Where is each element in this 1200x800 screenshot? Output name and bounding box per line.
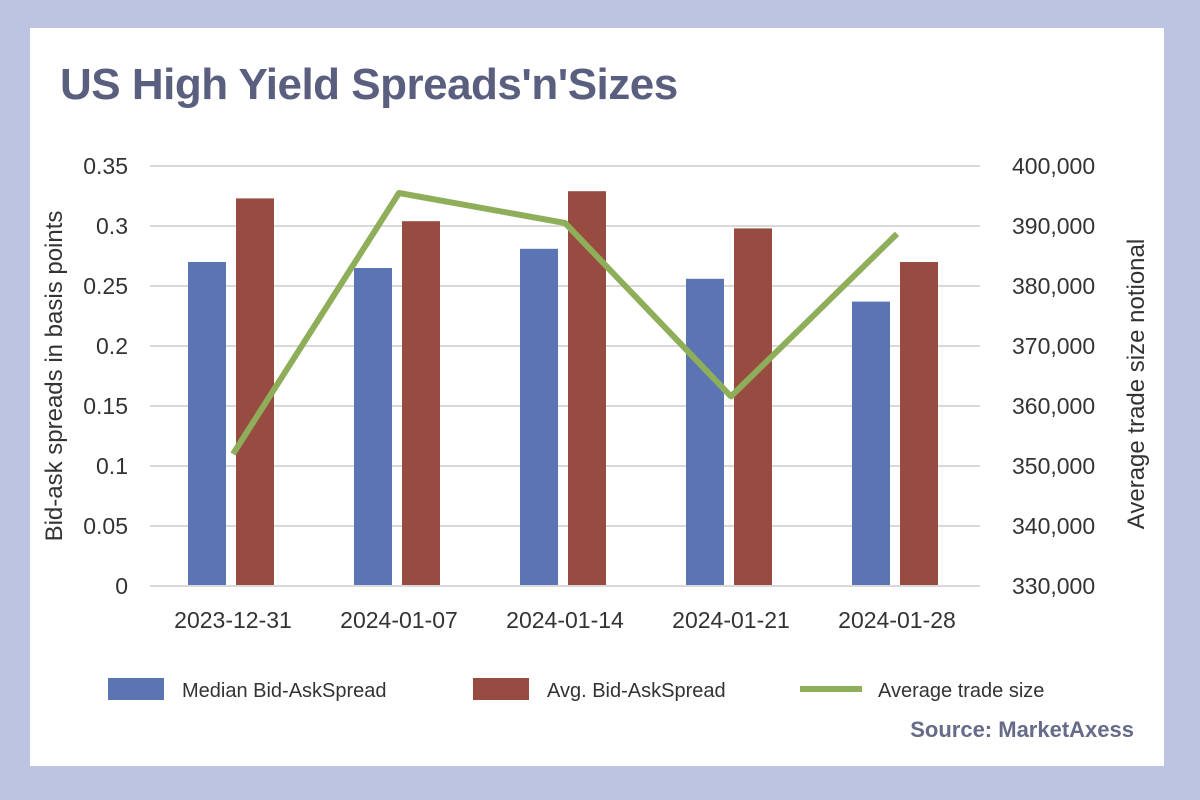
y-tick-label: 0.15	[83, 393, 128, 419]
legend-label-median: Median Bid-AskSpread	[182, 680, 387, 702]
avg-spread-bar	[402, 221, 440, 586]
y2-axis-title: Average trade size notional	[1123, 239, 1150, 529]
trade-size-polyline	[230, 190, 900, 456]
x-tick-label: 2024-01-07	[340, 607, 458, 633]
median-spread-bar	[354, 268, 392, 586]
avg-spread-bar	[900, 262, 938, 586]
legend-swatch-avg	[473, 678, 529, 700]
x-tick-label: 2024-01-14	[506, 607, 624, 633]
avg-spread-bar	[568, 191, 606, 586]
median-spread-bar	[520, 248, 558, 587]
y2-tick-label: 380,000	[1012, 273, 1095, 299]
legend-swatch-median	[108, 678, 164, 700]
x-tick-label: 2023-12-31	[174, 607, 292, 633]
source-note: Source: MarketAxess	[910, 717, 1134, 742]
median-spread-bar	[686, 278, 724, 586]
y-tick-label: 0.1	[96, 453, 128, 479]
y-tick-label: 0	[115, 573, 128, 599]
y2-tick-label: 330,000	[1012, 573, 1095, 599]
y-tick-label: 0.05	[83, 513, 128, 539]
y2-tick-label: 350,000	[1012, 453, 1095, 479]
y2-tick-label: 340,000	[1012, 513, 1095, 539]
trade-size-line	[230, 190, 900, 456]
legend-label-avg: Avg. Bid-AskSpread	[547, 680, 726, 702]
bars	[188, 191, 938, 587]
chart-title: US High Yield Spreads'n'Sizes	[60, 60, 678, 109]
x-tick-label: 2024-01-28	[838, 607, 956, 633]
y-tick-label: 0.3	[96, 213, 128, 239]
legend-label-trade-size: Average trade size	[878, 680, 1044, 702]
avg-spread-bar	[734, 228, 772, 586]
y2-tick-label: 360,000	[1012, 393, 1095, 419]
median-spread-bar	[188, 262, 226, 586]
y2-tick-label: 370,000	[1012, 333, 1095, 359]
y-tick-label: 0.35	[83, 153, 128, 179]
median-spread-bar	[852, 301, 890, 586]
x-tick-label: 2024-01-21	[672, 607, 790, 633]
axes: 0 0.05 0.1 0.15 0.2 0.25 0.3 0.35 330,000 340,000…	[41, 153, 1150, 633]
avg-spread-bar	[236, 198, 274, 586]
legend: Median Bid-AskSpread Avg. Bid-AskSpread Av…	[108, 678, 1044, 702]
y-tick-label: 0.25	[83, 273, 128, 299]
y-axis-title: Bid-ask spreads in basis points	[41, 211, 68, 542]
y2-tick-label: 400,000	[1012, 153, 1095, 179]
y2-tick-label: 390,000	[1012, 213, 1095, 239]
y-tick-label: 0.2	[96, 333, 128, 359]
